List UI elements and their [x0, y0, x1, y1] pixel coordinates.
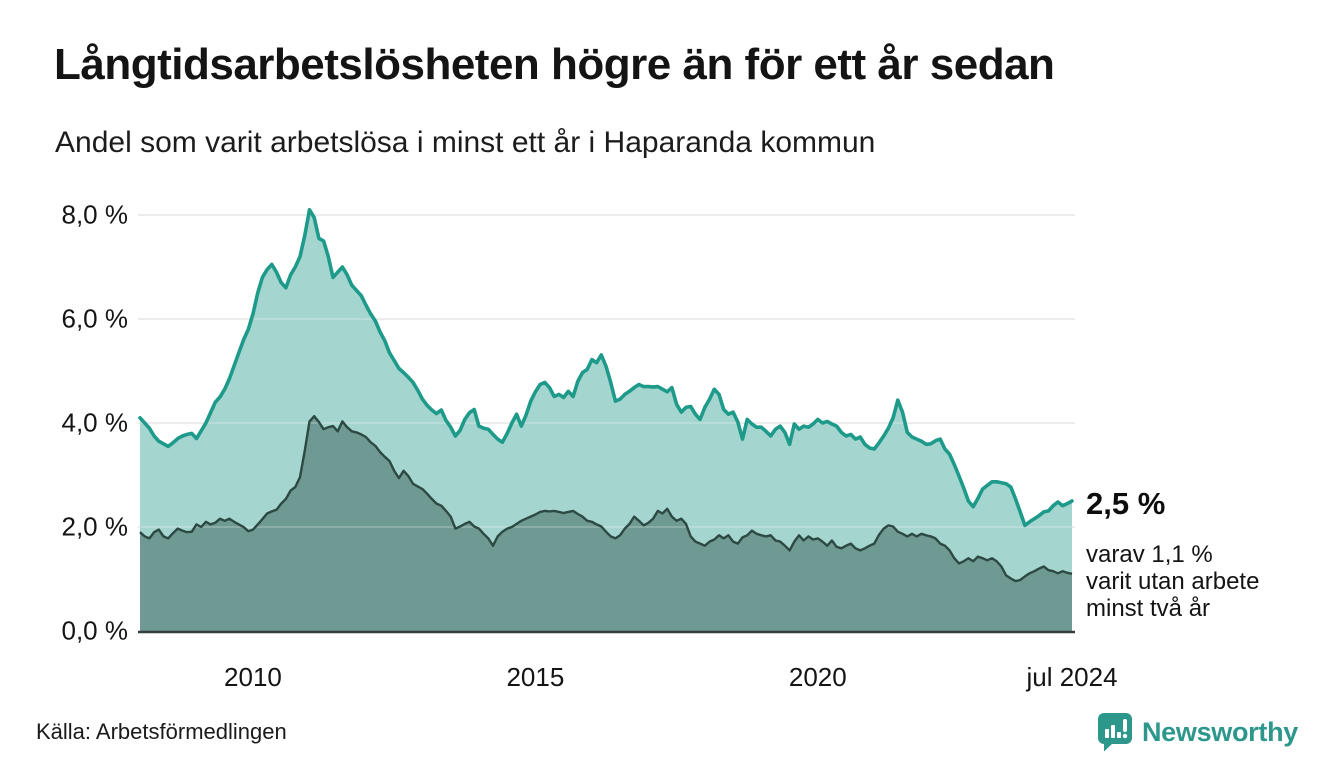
x-tick-label: 2015: [506, 662, 565, 692]
detail-line-1: varav 1,1 %: [1086, 541, 1213, 568]
page-title: Långtidsarbetslösheten högre än för ett …: [54, 40, 1055, 89]
x-tick-label: jul 2024: [1026, 662, 1118, 692]
detail-line-2: varit utan arbete: [1086, 568, 1260, 595]
series2-area: [140, 416, 1072, 631]
y-tick-label: 6,0 %: [61, 303, 129, 334]
y-tick-label: 2,0 %: [61, 511, 129, 542]
y-tick-label: 0,0 %: [61, 615, 129, 646]
x-tick-label: 2020: [788, 662, 847, 692]
source-credit: Källa: Arbetsförmedlingen: [36, 719, 287, 744]
end-value-detail: varav 1,1 % varit utan arbete minst två …: [1086, 541, 1259, 622]
bar-1: [1104, 729, 1109, 738]
brand-name: Newsworthy: [1141, 716, 1298, 747]
bar-2: [1110, 725, 1115, 738]
page-subtitle: Andel som varit arbetslösa i minst ett å…: [55, 126, 876, 159]
exclamation-dot: [1122, 733, 1128, 739]
detail-line-3: minst två år: [1086, 595, 1211, 622]
newsworthy-logo-icon: [1097, 713, 1132, 752]
y-tick-label: 8,0 %: [61, 199, 129, 230]
exclamation-stem: [1122, 719, 1127, 732]
bar-3: [1116, 732, 1121, 738]
x-tick-label: 2010: [224, 662, 282, 692]
end-value-label: 2,5 %: [1086, 486, 1166, 521]
brand-lockup: Newsworthy: [1097, 712, 1298, 752]
series1-line: [138, 208, 1074, 528]
series2-line: [139, 415, 1073, 583]
y-tick-label: 4,0 %: [61, 407, 129, 438]
